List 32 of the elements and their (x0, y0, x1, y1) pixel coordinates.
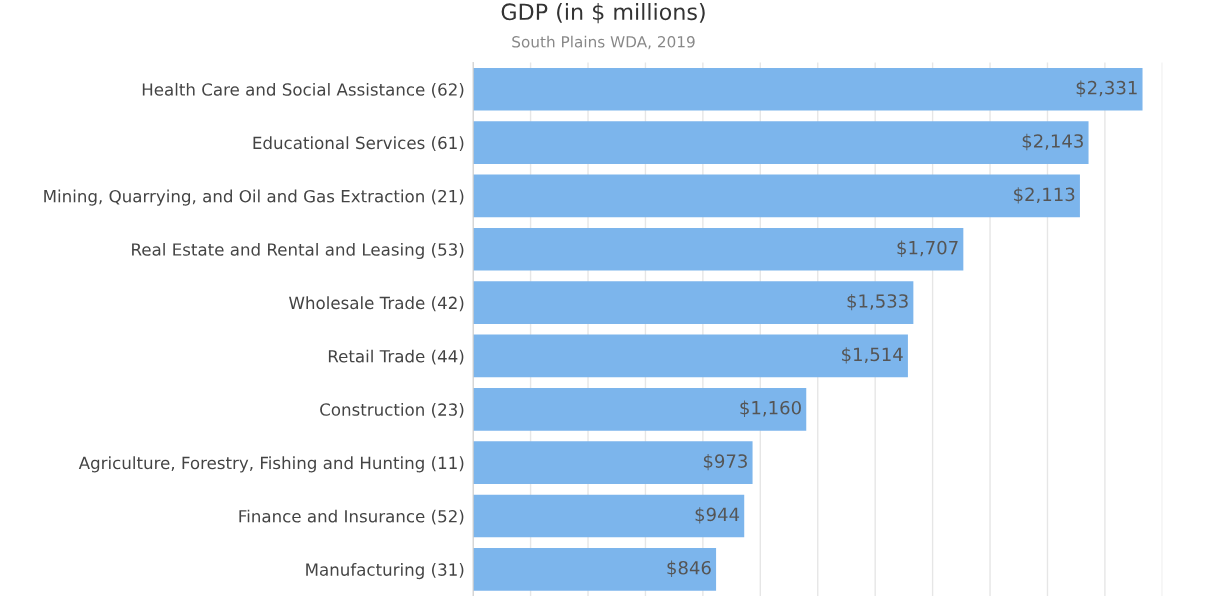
bar (473, 547, 717, 591)
bar (473, 334, 908, 378)
y-tick-label: Construction (23) (320, 402, 464, 418)
bar (473, 67, 1143, 111)
y-tick-label: Real Estate and Rental and Leasing (53) (132, 242, 464, 260)
data-label: $973 (703, 453, 747, 471)
bar (473, 441, 753, 484)
data-label: $846 (667, 560, 711, 577)
y-tick-label: Agriculture, Forestry, Fishing and Hunting (11) (78, 456, 464, 473)
data-label: $1,707 (897, 240, 958, 257)
bar (473, 387, 807, 431)
data-label: $1,533 (847, 293, 908, 311)
chart-subtitle: South Plains WDA, 2019 (512, 35, 695, 50)
data-label: $1,160 (740, 400, 801, 417)
data-label: $2,331 (1076, 80, 1137, 97)
bar (473, 121, 1089, 164)
y-tick-label: Manufacturing (31) (306, 563, 464, 580)
data-label: $2,113 (1014, 187, 1075, 204)
y-tick-label: Mining, Quarrying, and Oil and Gas Extraction (21) (44, 189, 464, 206)
chart-title: GDP (in $ millions) (501, 2, 705, 24)
y-tick-label: Wholesale Trade (42) (289, 296, 464, 312)
data-label: $1,514 (842, 347, 903, 364)
data-label: $944 (695, 507, 740, 524)
bar (473, 494, 745, 538)
y-tick-label: Finance and Insurance (52) (239, 509, 464, 525)
bar (473, 174, 1080, 218)
y-tick-label: Health Care and Social Assistance (62) (142, 82, 464, 98)
y-tick-label: Retail Trade (44) (328, 349, 464, 365)
data-label: $2,143 (1022, 133, 1083, 151)
y-tick-label: Educational Services (61) (253, 136, 464, 152)
bar (473, 227, 964, 271)
bar (473, 281, 914, 324)
